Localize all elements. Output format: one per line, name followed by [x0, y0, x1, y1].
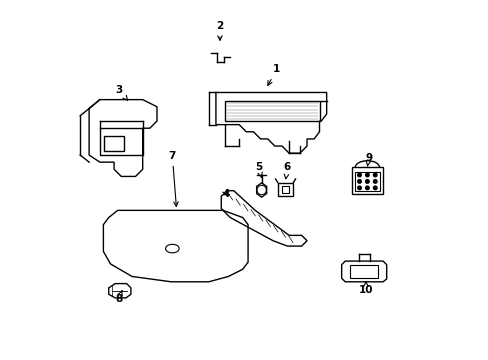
Circle shape [357, 173, 361, 177]
Text: 6: 6 [283, 162, 290, 179]
Circle shape [365, 173, 368, 177]
Text: 5: 5 [255, 162, 262, 178]
Circle shape [365, 180, 368, 183]
Bar [282, 186, 288, 193]
Bar [277, 183, 293, 196]
Circle shape [357, 186, 361, 190]
Text: 7: 7 [168, 151, 178, 206]
Text: 8: 8 [115, 291, 122, 303]
Text: 4: 4 [222, 189, 229, 199]
Text: 3: 3 [115, 85, 127, 100]
Circle shape [373, 173, 376, 177]
Text: 9: 9 [365, 153, 372, 166]
Circle shape [373, 180, 376, 183]
Text: 1: 1 [267, 64, 280, 85]
Bar [104, 136, 124, 151]
Bar [351, 167, 382, 194]
Circle shape [373, 186, 376, 190]
Text: 2: 2 [215, 21, 223, 40]
Text: 10: 10 [358, 282, 372, 295]
Bar [100, 128, 142, 155]
Bar [224, 102, 319, 121]
Bar [354, 172, 379, 192]
Circle shape [357, 180, 361, 183]
Circle shape [365, 186, 368, 190]
